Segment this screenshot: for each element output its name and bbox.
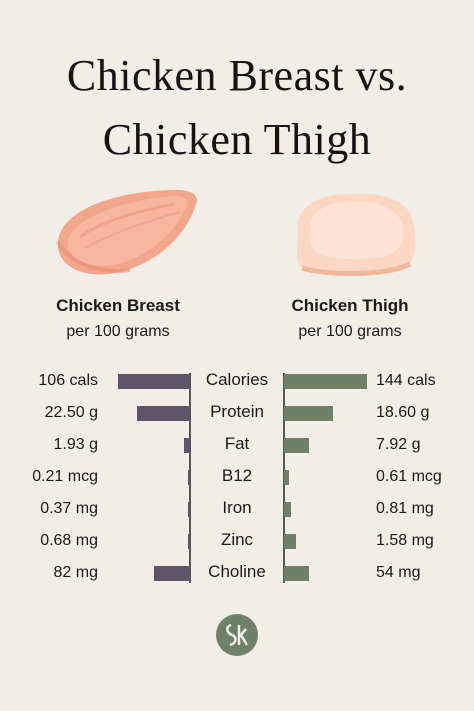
thigh-column-heading: Chicken Thigh (291, 296, 409, 315)
thigh-bar (284, 438, 309, 453)
chart-row: 0.37 mg Iron 0.81 mg (0, 494, 474, 526)
chicken-thigh-illustration-icon (297, 193, 416, 277)
thigh-bar (284, 470, 289, 485)
chart-row: 0.68 mg Zinc 1.58 mg (0, 526, 474, 558)
breast-value-label: 106 cals (38, 372, 98, 389)
thigh-bar (284, 374, 367, 389)
chart-row: 0.21 mcg B12 0.61 mcg (0, 462, 474, 494)
thigh-bar (284, 502, 292, 517)
breast-bar (118, 374, 190, 389)
breast-value-label: 22.50 g (44, 404, 98, 421)
breast-bar (187, 502, 190, 517)
thigh-value-label: 0.81 mg (376, 500, 434, 517)
category-label: Calories (205, 370, 269, 389)
thigh-value-label: 0.61 mcg (376, 468, 442, 485)
category-label: B12 (221, 466, 253, 485)
breast-bar (184, 438, 190, 453)
breast-value-label: 0.68 mg (40, 532, 98, 549)
thigh-bar (284, 566, 309, 581)
thigh-bar (284, 406, 333, 421)
category-label: Fat (224, 434, 250, 453)
breast-bar (187, 470, 190, 485)
breast-bar (136, 406, 190, 421)
thigh-bar (284, 534, 297, 549)
chart-row: 1.93 g Fat 7.92 g (0, 430, 474, 462)
category-label: Choline (208, 562, 266, 581)
thigh-value-label: 54 mg (376, 564, 421, 581)
thigh-column-subheading: per 100 grams (298, 323, 402, 340)
category-label: Protein (210, 402, 264, 421)
chicken-breast-illustration-icon (56, 189, 197, 275)
breast-bar (187, 534, 190, 549)
thigh-value-label: 18.60 g (376, 404, 430, 421)
breast-column-heading: Chicken Breast (56, 296, 180, 315)
category-label: Iron (222, 498, 252, 517)
chart-row: 22.50 g Protein 18.60 g (0, 398, 474, 430)
breast-value-label: 0.37 mg (40, 500, 98, 517)
thigh-value-label: 144 cals (376, 372, 436, 389)
thigh-value-label: 1.58 mg (376, 532, 434, 549)
breast-value-label: 1.93 g (53, 436, 98, 453)
page-title-line-2: Chicken Thigh (102, 115, 372, 164)
chart-row: 82 mg Choline 54 mg (0, 558, 474, 590)
chart-row: 106 cals Calories 144 cals (0, 366, 474, 398)
thigh-value-label: 7.92 g (376, 436, 421, 453)
right-axis-line (283, 373, 285, 583)
breast-bar (154, 566, 190, 581)
breast-column-subheading: per 100 grams (66, 323, 170, 340)
breast-value-label: 0.21 mcg (32, 468, 98, 485)
category-label: Zinc (220, 530, 254, 549)
nutrition-comparison-chart: 106 cals Calories 144 cals 22.50 g Protein 18… (0, 360, 474, 590)
page-title-line-1: Chicken Breast vs. (66, 51, 408, 100)
brand-logo-icon (216, 614, 258, 656)
breast-value-label: 82 mg (53, 564, 98, 581)
